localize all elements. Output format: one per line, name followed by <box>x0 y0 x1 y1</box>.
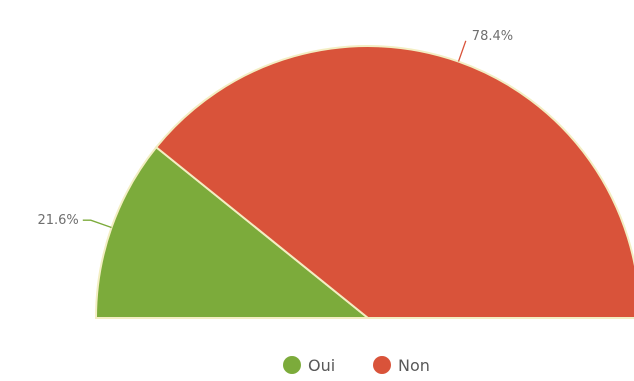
pie-slice-non[interactable] <box>154 45 634 319</box>
legend-swatch-oui[interactable] <box>283 356 301 374</box>
data-labels: 21.6% 78.4% <box>37 29 513 228</box>
leader-line-oui <box>82 219 112 229</box>
legend-label-oui[interactable]: Oui <box>308 356 335 375</box>
legend-label-non[interactable]: Non <box>398 356 430 375</box>
data-label-non: 78.4% <box>472 29 513 44</box>
leader-line-non <box>457 40 467 62</box>
data-label-oui: 21.6% <box>37 213 78 228</box>
legend: Oui Non <box>283 356 430 375</box>
pie-slices <box>94 45 634 319</box>
leader-lines <box>82 40 467 229</box>
legend-swatch-non[interactable] <box>373 356 391 374</box>
